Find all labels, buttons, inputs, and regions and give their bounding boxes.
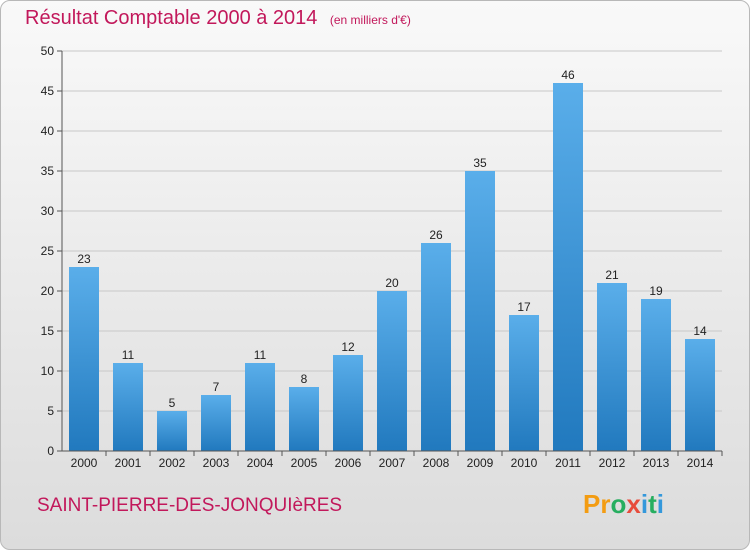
x-tick-label: 2010 xyxy=(511,456,538,470)
x-tick-label: 2013 xyxy=(643,456,670,470)
y-tick-label: 10 xyxy=(41,364,55,378)
x-tick-label: 2009 xyxy=(467,456,494,470)
y-tick-label: 50 xyxy=(41,44,55,58)
logo-letter: x xyxy=(626,489,641,519)
bar xyxy=(597,283,627,451)
y-tick-label: 30 xyxy=(41,204,55,218)
x-tick-label: 2000 xyxy=(71,456,98,470)
x-tick-label: 2014 xyxy=(687,456,714,470)
data-label: 7 xyxy=(213,380,220,394)
data-label: 17 xyxy=(517,300,531,314)
x-tick-label: 2004 xyxy=(247,456,274,470)
logo-letter: i xyxy=(640,489,649,519)
y-tick-label: 40 xyxy=(41,124,55,138)
logo-letter: r xyxy=(600,489,611,519)
x-tick-label: 2008 xyxy=(423,456,450,470)
data-label: 35 xyxy=(473,156,487,170)
data-label: 20 xyxy=(385,276,399,290)
y-tick-label: 20 xyxy=(41,284,55,298)
axes: 0 5 10 15 20 25 30 35 40 45 50 2000 2001 2002 2003 2004… xyxy=(41,44,723,470)
proxiti-logo[interactable]: Proxiti xyxy=(583,489,664,520)
x-tick-label: 2006 xyxy=(335,456,362,470)
data-label: 12 xyxy=(341,340,355,354)
x-tick-label: 2011 xyxy=(555,456,581,470)
bars: 23 11 5 7 11 8 12 20 26 35 17 46 21 19 14 xyxy=(69,68,715,451)
logo-letter: i xyxy=(656,489,664,519)
y-tick-label: 25 xyxy=(41,244,55,258)
x-tick-label: 2001 xyxy=(115,456,142,470)
bar xyxy=(289,387,319,451)
bar xyxy=(421,243,451,451)
bar xyxy=(553,83,583,451)
chart-title: Résultat Comptable 2000 à 2014 xyxy=(25,7,318,29)
bar xyxy=(333,355,363,451)
logo-letter: t xyxy=(648,489,657,519)
x-tick-label: 2002 xyxy=(159,456,186,470)
data-label: 11 xyxy=(122,348,135,362)
data-label: 21 xyxy=(605,268,619,282)
y-tick-label: 5 xyxy=(47,404,54,418)
commune-name: SAINT-PIERRE-DES-JONQUIèRES xyxy=(37,495,343,516)
bar xyxy=(641,299,671,451)
data-label: 26 xyxy=(429,228,443,242)
data-label: 14 xyxy=(693,324,707,338)
data-label: 23 xyxy=(77,252,91,266)
bar xyxy=(245,363,275,451)
data-label: 5 xyxy=(169,396,176,410)
bar xyxy=(377,291,407,451)
data-label: 8 xyxy=(301,372,308,386)
y-tick-label: 45 xyxy=(41,84,55,98)
bar xyxy=(69,267,99,451)
data-label: 46 xyxy=(561,68,575,82)
title-row: Résultat Comptable 2000 à 2014 (en milli… xyxy=(25,7,411,30)
logo-letter: o xyxy=(610,489,627,519)
bar xyxy=(157,411,187,451)
bar xyxy=(201,395,231,451)
x-tick-label: 2005 xyxy=(291,456,318,470)
x-tick-label: 2003 xyxy=(203,456,230,470)
x-tick-label: 2007 xyxy=(379,456,406,470)
logo-letter: P xyxy=(583,489,601,519)
y-tick-label: 35 xyxy=(41,164,55,178)
bar xyxy=(465,171,495,451)
x-tick-label: 2012 xyxy=(599,456,626,470)
bar xyxy=(509,315,539,451)
data-label: 19 xyxy=(649,284,663,298)
chart-subtitle: (en milliers d'€) xyxy=(329,13,411,27)
data-label: 11 xyxy=(254,348,267,362)
bar xyxy=(685,339,715,451)
y-tick-label: 15 xyxy=(41,324,55,338)
bar xyxy=(113,363,143,451)
y-tick-label: 0 xyxy=(47,444,54,458)
